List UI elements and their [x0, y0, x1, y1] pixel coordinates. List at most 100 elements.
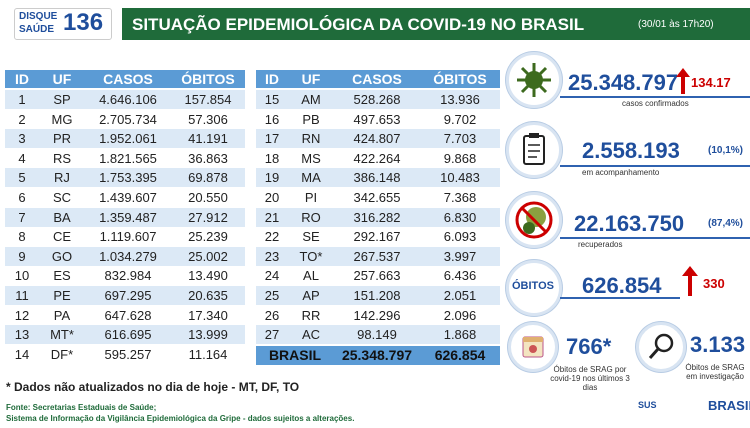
deaths-badge-circle	[506, 260, 562, 316]
table-cell: 25.002	[171, 246, 245, 266]
table-cell: 267.537	[334, 246, 420, 266]
table-cell: 616.695	[85, 325, 171, 345]
column-header: UF	[39, 70, 85, 88]
logo-sus: SUS	[638, 400, 657, 410]
deaths-increase: 330	[703, 276, 725, 291]
icon-recovered	[506, 192, 562, 248]
table-cell: 2	[5, 109, 39, 129]
total-cell: BRASIL	[256, 345, 334, 365]
table-cell: 3.997	[420, 246, 500, 266]
logo-brasil: BRASIL	[708, 398, 750, 413]
table-cell: AC	[288, 325, 334, 345]
table-cell: 57.306	[171, 109, 245, 129]
monitoring-percent: (10,1%)	[708, 145, 744, 156]
table-cell: 25.239	[171, 227, 245, 247]
table-cell: 1.753.395	[85, 168, 171, 188]
table-cell: PI	[288, 188, 334, 207]
title-banner: SITUAÇÃO EPIDEMIOLÓGICA DA COVID-19 NO B…	[122, 8, 750, 40]
table-cell: SC	[39, 188, 85, 207]
timestamp: (30/01 às 17h20)	[638, 19, 714, 30]
table-cell: 23	[256, 246, 288, 266]
table-cell: RO	[288, 207, 334, 227]
underline	[560, 165, 750, 167]
table-cell: 26	[256, 305, 288, 325]
icon-calendar	[508, 322, 558, 372]
table-cell: RN	[288, 129, 334, 149]
column-header: ID	[256, 70, 288, 88]
table-cell: 11	[5, 286, 39, 305]
table-cell: 7	[5, 207, 39, 227]
table-cell: 98.149	[334, 325, 420, 345]
table-cell: RR	[288, 305, 334, 325]
clipboard-icon	[523, 133, 545, 165]
table-cell: 1.439.607	[85, 188, 171, 207]
table-cell: CE	[39, 227, 85, 247]
icon-magnifier	[636, 322, 686, 372]
recovered-value: 22.163.750	[574, 211, 685, 236]
table-cell: 9.868	[420, 148, 500, 168]
deaths-badge: ÓBITOS	[512, 280, 554, 292]
table-cell: BA	[39, 207, 85, 227]
srag-investigation-label: Óbitos de SRAG em investigação	[685, 363, 745, 381]
column-header: UF	[288, 70, 334, 88]
recovered-label: recuperados	[578, 240, 623, 249]
table-cell: 257.663	[334, 266, 420, 286]
table-cell: 4.646.106	[85, 90, 171, 109]
table-cell: 157.854	[171, 90, 245, 109]
table-cell: PA	[39, 305, 85, 325]
total-cell: 626.854	[420, 345, 500, 365]
table-cell: 19	[256, 168, 288, 188]
table-cell: 16	[256, 109, 288, 129]
table-cell: 1.868	[420, 325, 500, 345]
total-cell: 25.348.797	[334, 345, 420, 365]
column-header: ÓBITOS	[171, 70, 245, 88]
table-cell: 292.167	[334, 227, 420, 247]
table-cell: 386.148	[334, 168, 420, 188]
srag-recent-label: Óbitos de SRAG por covid-19 nos últimos …	[550, 365, 630, 392]
underline	[560, 237, 750, 239]
table-cell: 6.436	[420, 266, 500, 286]
table-cell: RJ	[39, 168, 85, 188]
table-cell: 4	[5, 148, 39, 168]
footnote: * Dados não atualizados no dia de hoje -…	[6, 380, 300, 394]
table-cell: 2.705.734	[85, 109, 171, 129]
table-cell: MS	[288, 148, 334, 168]
table-cell: 13.936	[420, 90, 500, 109]
table-cell: 69.878	[171, 168, 245, 188]
table-cell: 1.119.607	[85, 227, 171, 247]
logo-number: 136	[63, 9, 104, 36]
table-cell: 7.703	[420, 129, 500, 149]
table-cell: 1.952.061	[85, 129, 171, 149]
confirmed-value: 25.348.797	[568, 70, 679, 95]
deaths-value: 626.854	[582, 273, 662, 298]
virus-icon	[517, 63, 551, 97]
table-cell: 6	[5, 188, 39, 207]
up-arrow	[676, 68, 690, 94]
table-cell: TO*	[288, 246, 334, 266]
table-cell: 8	[5, 227, 39, 247]
table-cell: 497.653	[334, 109, 420, 129]
icon-clipboard	[506, 122, 562, 178]
table-cell: 595.257	[85, 344, 171, 364]
table-cell: 342.655	[334, 188, 420, 207]
table-cell: 7.368	[420, 188, 500, 207]
recovered-icon	[515, 201, 553, 239]
table-cell: 14	[5, 344, 39, 364]
table-cell: MG	[39, 109, 85, 129]
table-cell: SP	[39, 90, 85, 109]
table-cell: 21	[256, 207, 288, 227]
table-cell: 11.164	[171, 344, 245, 364]
logo: DISQUE SAÚDE 136	[14, 8, 112, 40]
table-cell: 27	[256, 325, 288, 345]
table-cell: 13	[5, 325, 39, 345]
table-cell: ES	[39, 266, 85, 286]
table-cell: 22	[256, 227, 288, 247]
table-cell: 17	[256, 129, 288, 149]
table-cell: 20.635	[171, 286, 245, 305]
table-cell: 10.483	[420, 168, 500, 188]
table-cell: 10	[5, 266, 39, 286]
table-cell: 1.359.487	[85, 207, 171, 227]
table-cell: 3	[5, 129, 39, 149]
table-cell: 5	[5, 168, 39, 188]
table-cell: 13.490	[171, 266, 245, 286]
